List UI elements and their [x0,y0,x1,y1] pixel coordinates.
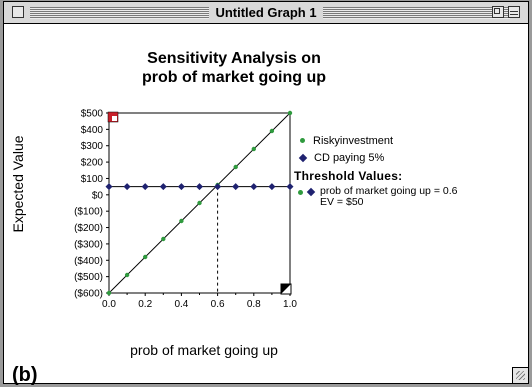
cd-point [123,183,131,191]
x-tick-label: 0.8 [247,299,261,310]
bottom-right-handle-fill [281,284,291,294]
collapse-box-icon[interactable] [508,6,520,18]
risky-point [251,146,256,152]
y-tick-label: ($200) [74,223,103,234]
y-tick-label: $100 [81,174,104,185]
chart-title-line1: Sensitivity Analysis on [147,50,321,67]
risky-point [161,236,166,242]
window-title: Untitled Graph 1 [209,5,323,20]
risky-point [269,128,275,134]
threshold-dot-icon [298,189,303,195]
chart-plot: $500 $400 $300 $200 $100 $0 ($100) ($200) ($300)… [74,109,297,311]
cd-point [250,183,258,191]
x-tick-label: 0.0 [102,299,116,310]
risky-point [179,218,184,224]
graph-content: Sensitivity Analysis on prob of market g… [4,24,528,386]
x-axis-label: prob of market going up [130,342,278,358]
legend-diamond-icon [298,153,308,162]
graph-window: Untitled Graph 1 Sensitivity Analysis on… [3,1,529,386]
legend-item-cd: CD paying 5% [294,149,457,166]
y-tick-label: ($500) [74,272,103,283]
y-tick-label: ($600) [74,289,103,300]
top-left-handle-inner [112,116,117,121]
threshold-line2: EV = $50 [320,196,364,208]
cd-point [286,183,294,191]
cd-point [196,183,203,191]
threshold-title: Threshold Values: [294,169,403,183]
risky-point [233,164,238,170]
x-tick-label: 0.2 [138,299,152,310]
y-tick-label: $500 [81,109,104,120]
resize-grip-icon[interactable] [512,367,528,383]
threshold-diamond-icon [306,187,316,197]
cd-point [105,183,113,191]
legend-item-risky: Riskyinvestment [294,132,457,149]
y-tick-label: $200 [81,158,104,169]
cd-point [232,183,240,191]
y-tick-label: $300 [81,141,104,152]
risky-point [143,254,148,260]
legend: Riskyinvestment CD paying 5% Threshold V… [294,132,457,208]
x-tick-label: 0.4 [174,299,188,310]
panel-label: (b) [12,364,38,386]
legend-dot-icon [300,138,305,143]
cd-point [159,183,167,191]
risky-point [124,272,130,278]
cd-point [177,183,185,191]
y-tick-label: ($400) [74,256,103,267]
chart-title-line2: prob of market going up [142,69,326,86]
cd-point [141,183,149,191]
close-box-icon[interactable] [12,6,24,18]
y-tick-label: $400 [81,125,104,136]
threshold-line1: prob of market going up = 0.6 [320,185,458,197]
x-tick-label: 1.0 [283,299,297,310]
risky-point [287,110,293,116]
risky-point [106,290,112,296]
x-tick-label: 0.6 [211,299,225,310]
cd-point [214,183,222,191]
y-tick-label: ($300) [74,239,103,250]
legend-label-risky: Riskyinvestment [313,134,394,147]
zoom-box-icon[interactable] [492,6,504,18]
risky-point [197,200,202,206]
cd-point [268,183,276,191]
y-tick-label: ($100) [74,207,103,218]
title-bar[interactable]: Untitled Graph 1 [4,2,528,24]
legend-label-cd: CD paying 5% [314,151,385,164]
y-tick-label: $0 [92,190,104,201]
threshold-values: prob of market going up = 0.6 EV = $50 [294,186,457,208]
